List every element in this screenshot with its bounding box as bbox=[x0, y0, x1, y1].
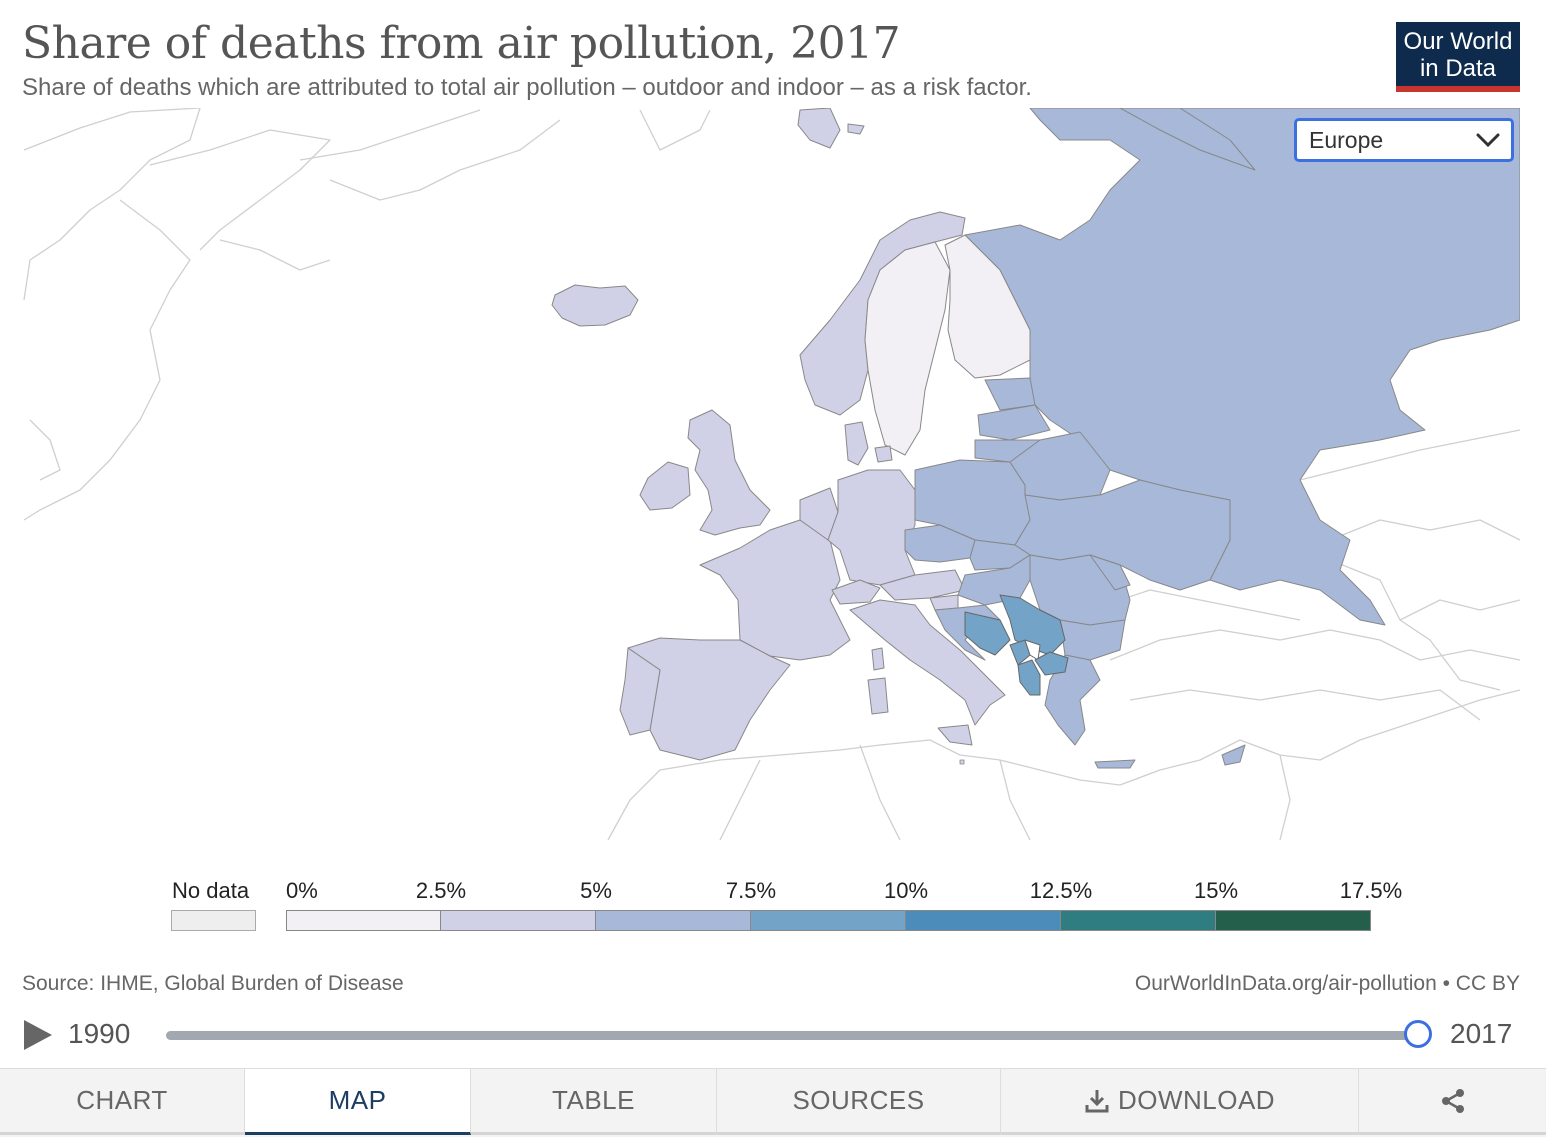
owid-logo[interactable]: Our World in Data bbox=[1396, 22, 1520, 92]
bulgaria-shape bbox=[1060, 620, 1125, 660]
legend-no-data-swatch bbox=[171, 910, 256, 931]
legend-bin[interactable] bbox=[751, 910, 906, 931]
corsica-shape bbox=[872, 648, 884, 670]
chevron-down-icon bbox=[1475, 131, 1501, 149]
north-macedonia-shape bbox=[1035, 652, 1068, 675]
svalbard-shape bbox=[798, 108, 840, 148]
legend-bin[interactable] bbox=[1216, 910, 1371, 931]
europe-map[interactable] bbox=[22, 108, 1520, 840]
logo-line-1: Our World bbox=[1396, 28, 1520, 55]
chart-subtitle: Share of deaths which are attributed to … bbox=[22, 74, 1032, 102]
denmark-shape bbox=[845, 422, 868, 465]
svalbard-islet bbox=[848, 124, 864, 134]
legend-tick-label: 7.5% bbox=[726, 878, 776, 904]
legend-bin[interactable] bbox=[286, 910, 441, 931]
legend-tick-label: 15% bbox=[1194, 878, 1238, 904]
download-icon bbox=[1084, 1088, 1110, 1114]
iceland-shape bbox=[552, 285, 638, 326]
timeline-track[interactable] bbox=[166, 1031, 1420, 1040]
estonia-shape bbox=[985, 378, 1035, 410]
legend-no-data-label: No data bbox=[172, 878, 249, 904]
tab-chart-label: CHART bbox=[76, 1085, 168, 1116]
legend-tick-label: 0% bbox=[286, 878, 318, 904]
timeline-start-year: 1990 bbox=[68, 1018, 130, 1050]
logo-line-2: in Data bbox=[1396, 55, 1520, 82]
legend-tick-label: 10% bbox=[884, 878, 928, 904]
slovenia-shape bbox=[930, 595, 958, 610]
tab-map-label: MAP bbox=[329, 1085, 387, 1116]
region-select[interactable]: Europe bbox=[1294, 118, 1514, 162]
legend-bin[interactable] bbox=[596, 910, 751, 931]
tab-share[interactable] bbox=[1359, 1069, 1546, 1135]
tab-table[interactable]: TABLE bbox=[471, 1069, 717, 1135]
attribution-link[interactable]: OurWorldInData.org/air-pollution • CC BY bbox=[1135, 972, 1520, 996]
legend-tick-label: 2.5% bbox=[416, 878, 466, 904]
latvia-shape bbox=[978, 405, 1050, 440]
source-text: Source: IHME, Global Burden of Disease bbox=[22, 972, 404, 996]
legend-color-scale bbox=[286, 910, 1371, 931]
legend-tick-label: 17.5% bbox=[1340, 878, 1402, 904]
share-icon bbox=[1440, 1088, 1466, 1114]
tab-sources[interactable]: SOURCES bbox=[717, 1069, 1001, 1135]
legend-tick-label: 5% bbox=[580, 878, 612, 904]
france-shape bbox=[700, 520, 850, 660]
tab-download[interactable]: DOWNLOAD bbox=[1001, 1069, 1359, 1135]
tab-sources-label: SOURCES bbox=[792, 1085, 924, 1116]
germany-shape bbox=[828, 470, 915, 585]
legend-bin[interactable] bbox=[441, 910, 596, 931]
timeline-end-year: 2017 bbox=[1450, 1018, 1512, 1050]
chart-title: Share of deaths from air pollution, 2017 bbox=[22, 18, 900, 69]
play-icon[interactable] bbox=[22, 1018, 54, 1052]
map-area[interactable] bbox=[22, 108, 1520, 840]
albania-shape bbox=[1018, 660, 1040, 695]
legend-tick-label: 12.5% bbox=[1030, 878, 1092, 904]
legend-bin[interactable] bbox=[1061, 910, 1216, 931]
ireland-shape bbox=[640, 462, 690, 510]
tab-download-label: DOWNLOAD bbox=[1118, 1085, 1275, 1116]
bottom-tab-bar: CHART MAP TABLE SOURCES DOWNLOAD bbox=[0, 1068, 1546, 1137]
tab-map[interactable]: MAP bbox=[245, 1069, 471, 1135]
sicily-shape bbox=[938, 725, 972, 745]
malta-shape bbox=[960, 760, 964, 764]
region-select-value: Europe bbox=[1309, 127, 1383, 154]
crete-shape bbox=[1095, 760, 1135, 768]
tab-table-label: TABLE bbox=[552, 1085, 635, 1116]
tab-chart[interactable]: CHART bbox=[0, 1069, 245, 1135]
legend-bin[interactable] bbox=[906, 910, 1061, 931]
united-kingdom-shape bbox=[688, 410, 770, 535]
zealand-shape bbox=[875, 446, 892, 462]
sardinia-shape bbox=[868, 678, 888, 714]
timeline-handle[interactable] bbox=[1404, 1020, 1432, 1048]
